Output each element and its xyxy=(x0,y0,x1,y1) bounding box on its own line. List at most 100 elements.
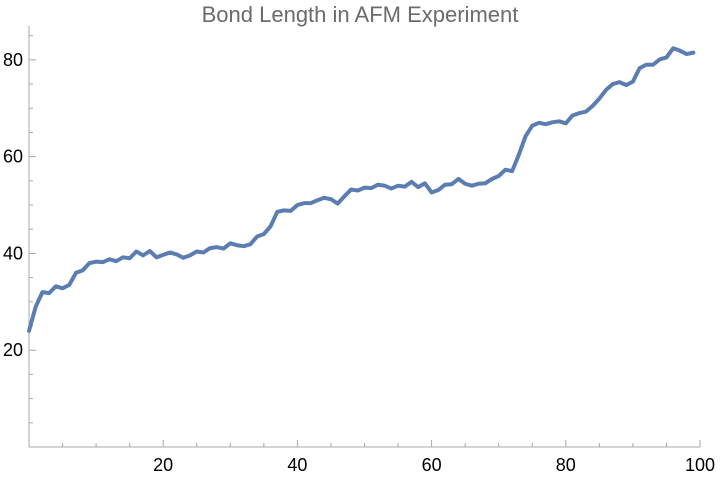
data-point xyxy=(437,189,440,191)
data-point xyxy=(142,254,144,257)
data-point xyxy=(658,58,661,61)
data-point xyxy=(632,80,634,83)
x-tick-label: 60 xyxy=(422,455,442,475)
data-point xyxy=(216,246,218,248)
data-point xyxy=(598,97,601,100)
data-point xyxy=(571,114,574,117)
data-point xyxy=(383,184,386,187)
data-point xyxy=(28,330,30,332)
data-point xyxy=(316,199,319,202)
data-point xyxy=(135,250,138,253)
data-point xyxy=(108,258,111,261)
data-point xyxy=(195,250,198,253)
data-point xyxy=(169,251,171,254)
data-point xyxy=(638,67,641,69)
data-point xyxy=(115,260,118,262)
data-point xyxy=(236,244,238,247)
data-point xyxy=(303,202,305,204)
data-point xyxy=(390,187,393,190)
data-point xyxy=(450,183,453,186)
data-series xyxy=(27,46,696,333)
data-point xyxy=(296,204,299,206)
data-point xyxy=(538,121,540,124)
data-point xyxy=(692,51,695,54)
data-point xyxy=(625,84,627,86)
data-point xyxy=(229,242,232,245)
data-point xyxy=(551,121,554,124)
data-point xyxy=(343,195,346,198)
data-point xyxy=(81,269,84,272)
data-point xyxy=(578,112,581,114)
y-tick-label: 80 xyxy=(3,50,23,70)
y-tick-label: 20 xyxy=(3,340,23,360)
data-point xyxy=(531,124,534,127)
data-point xyxy=(323,196,326,199)
data-point xyxy=(430,191,433,194)
data-point xyxy=(41,291,44,293)
x-tick-label: 20 xyxy=(153,455,173,475)
data-point xyxy=(585,110,587,113)
y-tick-label: 40 xyxy=(3,243,23,263)
data-point xyxy=(464,182,466,185)
data-point xyxy=(363,186,366,189)
data-point xyxy=(471,184,473,187)
data-point xyxy=(511,170,513,172)
data-point xyxy=(558,120,560,123)
data-point xyxy=(283,209,285,212)
data-point xyxy=(685,53,688,55)
data-point xyxy=(55,285,57,288)
data-point xyxy=(410,181,413,183)
axis-tick-labels: 20 40 60 80 100 20 40 60 80 xyxy=(3,50,715,475)
data-point xyxy=(122,256,124,259)
data-point xyxy=(209,247,211,249)
data-point xyxy=(444,183,446,186)
chart-title: Bond Length in AFM Experiment xyxy=(202,2,519,27)
data-point xyxy=(330,198,332,201)
data-point xyxy=(61,287,64,290)
data-point xyxy=(397,184,399,187)
data-point xyxy=(370,187,373,189)
data-point xyxy=(403,185,406,188)
data-point xyxy=(491,178,493,180)
axis-ticks xyxy=(29,35,701,447)
data-point xyxy=(269,225,272,228)
data-point xyxy=(618,81,621,83)
data-point xyxy=(477,182,480,185)
data-point xyxy=(34,305,37,308)
data-point xyxy=(182,256,185,259)
data-point xyxy=(88,262,91,264)
data-point xyxy=(249,243,252,246)
data-point xyxy=(377,183,379,186)
data-point xyxy=(417,186,419,188)
data-point xyxy=(645,63,648,66)
data-point xyxy=(591,105,594,107)
data-point xyxy=(336,202,339,205)
data-point xyxy=(497,175,500,177)
data-point xyxy=(544,123,547,126)
data-point xyxy=(679,49,681,52)
y-tick-label: 60 xyxy=(3,147,23,167)
data-point xyxy=(665,56,668,59)
data-point xyxy=(652,63,654,66)
data-point xyxy=(202,251,205,254)
data-point xyxy=(424,182,426,185)
series-line xyxy=(27,46,696,333)
data-point xyxy=(457,178,460,180)
data-point xyxy=(48,292,50,294)
data-point xyxy=(242,245,245,247)
data-point xyxy=(605,89,607,91)
data-point xyxy=(289,210,292,212)
data-point xyxy=(75,271,77,274)
data-point xyxy=(350,188,352,191)
data-point xyxy=(68,284,71,286)
data-point xyxy=(148,250,151,252)
data-point xyxy=(128,257,131,260)
data-point xyxy=(276,211,279,213)
data-point xyxy=(518,153,520,156)
data-point xyxy=(263,233,265,235)
data-point xyxy=(155,256,158,259)
data-point xyxy=(565,122,567,125)
data-point xyxy=(672,47,674,50)
